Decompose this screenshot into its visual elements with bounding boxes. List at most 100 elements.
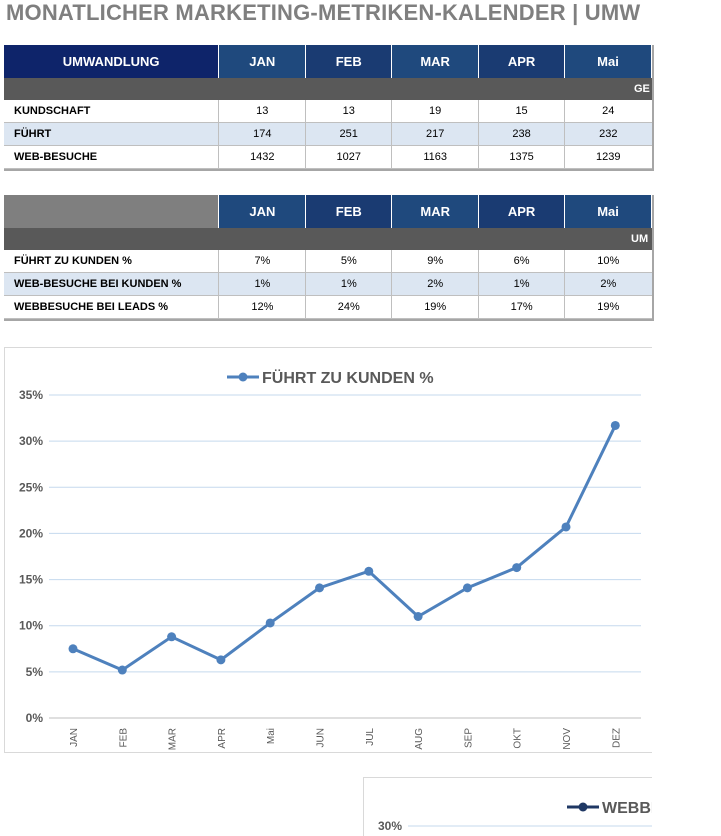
cell-value[interactable]: 12% bbox=[218, 295, 306, 319]
data-point[interactable] bbox=[462, 583, 472, 593]
x-tick-label: SEP bbox=[463, 728, 474, 748]
x-tick-label: NOV bbox=[562, 728, 573, 750]
header-month: APR bbox=[478, 45, 566, 78]
x-tick-label: DEZ bbox=[611, 728, 622, 748]
x-tick-label: JAN bbox=[69, 728, 80, 747]
table-row: WEB-BESUCHE BEI KUNDEN % 1% 1% 2% 1% 2% bbox=[4, 272, 652, 296]
data-point[interactable] bbox=[413, 611, 423, 621]
y-tick-label: 25% bbox=[19, 480, 43, 494]
data-point[interactable] bbox=[216, 655, 226, 665]
cell-value[interactable]: 251 bbox=[305, 122, 392, 146]
header-month: FEB bbox=[305, 195, 393, 228]
table-row: FÜHRT 174 251 217 238 232 bbox=[4, 122, 652, 146]
conversion-grid: UMWANDLUNG JAN FEB MAR APR Mai GE KUNDSC… bbox=[4, 45, 652, 169]
cell-value[interactable]: 6% bbox=[478, 250, 565, 273]
cell-value[interactable]: 17% bbox=[478, 295, 565, 319]
data-point[interactable] bbox=[117, 665, 127, 675]
series-line bbox=[72, 424, 617, 672]
section-band-label: UM bbox=[631, 233, 649, 245]
cell-value[interactable]: 1163 bbox=[391, 145, 479, 169]
cell-value[interactable]: 24 bbox=[564, 100, 652, 123]
conversion-table: UMWANDLUNG JAN FEB MAR APR Mai GE KUNDSC… bbox=[4, 45, 654, 171]
x-tick-label: FEB bbox=[118, 728, 129, 748]
cell-value[interactable]: 1% bbox=[218, 272, 306, 296]
header-month: JAN bbox=[218, 45, 307, 78]
data-point[interactable] bbox=[561, 522, 571, 532]
section-band: UM bbox=[4, 228, 652, 250]
data-point[interactable] bbox=[265, 618, 275, 628]
conversion-rate-grid: JAN FEB MAR APR Mai UM FÜHRT ZU KUNDEN %… bbox=[4, 195, 652, 319]
row-label: FÜHRT ZU KUNDEN % bbox=[4, 250, 219, 273]
x-tick-label: JUN bbox=[316, 728, 327, 747]
data-point[interactable] bbox=[364, 566, 374, 576]
cell-value[interactable]: 1027 bbox=[305, 145, 392, 169]
conversion-rate-table: JAN FEB MAR APR Mai UM FÜHRT ZU KUNDEN %… bbox=[4, 195, 654, 321]
web-visits-to-leads-chart-svg: WEBBE 30% bbox=[378, 800, 652, 833]
y-tick-label: 30% bbox=[378, 819, 402, 833]
cell-value[interactable]: 1% bbox=[478, 272, 565, 296]
chart-legend: FÜHRT ZU KUNDEN % bbox=[227, 368, 434, 387]
x-tick-label: JUL bbox=[365, 728, 376, 746]
y-tick-label: 10% bbox=[19, 619, 43, 633]
x-tick-label: MAR bbox=[168, 728, 179, 750]
cell-value[interactable]: 2% bbox=[564, 272, 652, 296]
header-conversion: UMWANDLUNG bbox=[4, 45, 220, 78]
header-blank bbox=[4, 195, 220, 228]
section-band: GE bbox=[4, 78, 652, 100]
cell-value[interactable]: 217 bbox=[391, 122, 479, 146]
cell-value[interactable]: 19% bbox=[391, 295, 479, 319]
leads-to-customers-chart[interactable]: 0% 5% 10% 15% 20% 25% 30% 35% JAN FEB MAR APR Mai JUN… bbox=[4, 347, 652, 753]
x-tick-label: AUG bbox=[414, 728, 425, 750]
cell-value[interactable]: 5% bbox=[305, 250, 392, 273]
header-month: Mai bbox=[564, 195, 652, 228]
cell-value[interactable]: 2% bbox=[391, 272, 479, 296]
data-point[interactable] bbox=[315, 583, 324, 593]
row-label: FÜHRT bbox=[4, 122, 219, 146]
cell-value[interactable]: 13 bbox=[305, 100, 392, 123]
table-row: WEB-BESUCHE 1432 1027 1163 1375 1239 bbox=[4, 145, 652, 169]
cell-value[interactable]: 9% bbox=[391, 250, 479, 273]
cell-value[interactable]: 238 bbox=[478, 122, 565, 146]
cell-value[interactable]: 174 bbox=[218, 122, 306, 146]
table-row: FÜHRT ZU KUNDEN % 7% 5% 9% 6% 10% bbox=[4, 250, 652, 273]
cell-value[interactable]: 1% bbox=[305, 272, 392, 296]
y-tick-label: 30% bbox=[19, 434, 43, 448]
cell-value[interactable]: 10% bbox=[564, 250, 652, 273]
data-point[interactable] bbox=[512, 563, 522, 573]
y-tick-label: 35% bbox=[19, 388, 43, 402]
header-month: JAN bbox=[218, 195, 307, 228]
cell-value[interactable]: 19 bbox=[391, 100, 479, 123]
legend-label: WEBBE bbox=[602, 800, 652, 817]
y-tick-label: 0% bbox=[26, 711, 44, 725]
data-point[interactable] bbox=[610, 420, 620, 430]
cell-value[interactable]: 232 bbox=[564, 122, 652, 146]
x-tick-label: APR bbox=[217, 728, 228, 749]
cell-value[interactable]: 1239 bbox=[564, 145, 652, 169]
header-month: FEB bbox=[305, 45, 393, 78]
header-month: MAR bbox=[391, 45, 480, 78]
cell-value[interactable]: 19% bbox=[564, 295, 652, 319]
legend-marker bbox=[578, 802, 588, 812]
data-point[interactable] bbox=[68, 644, 78, 654]
x-tick-label: Mai bbox=[266, 728, 277, 744]
x-tick-label: OKT bbox=[513, 728, 524, 749]
legend-label: FÜHRT ZU KUNDEN % bbox=[262, 368, 434, 387]
cell-value[interactable]: 1375 bbox=[478, 145, 565, 169]
table-row: WEBBESUCHE BEI LEADS % 12% 24% 19% 17% 1… bbox=[4, 295, 652, 319]
cell-value[interactable]: 1432 bbox=[218, 145, 306, 169]
leads-to-customers-chart-svg: 0% 5% 10% 15% 20% 25% 30% 35% JAN FEB MAR APR Mai JUN… bbox=[19, 368, 641, 750]
cell-value[interactable]: 24% bbox=[305, 295, 392, 319]
cell-value[interactable]: 15 bbox=[478, 100, 565, 123]
header-month: Mai bbox=[564, 45, 652, 78]
row-label: WEBBESUCHE BEI LEADS % bbox=[4, 295, 219, 319]
web-visits-to-leads-chart[interactable]: WEBBE 30% bbox=[363, 777, 652, 836]
section-band-label: GE bbox=[634, 83, 650, 95]
y-tick-label: 5% bbox=[26, 665, 44, 679]
page-title: MONATLICHER MARKETING-METRIKEN-KALENDER … bbox=[6, 0, 641, 25]
data-point[interactable] bbox=[167, 632, 177, 642]
row-label: WEB-BESUCHE bbox=[4, 145, 219, 169]
cell-value[interactable]: 7% bbox=[218, 250, 306, 273]
y-tick-label: 20% bbox=[19, 526, 43, 540]
cell-value[interactable]: 13 bbox=[218, 100, 306, 123]
row-label: KUNDSCHAFT bbox=[4, 100, 219, 123]
